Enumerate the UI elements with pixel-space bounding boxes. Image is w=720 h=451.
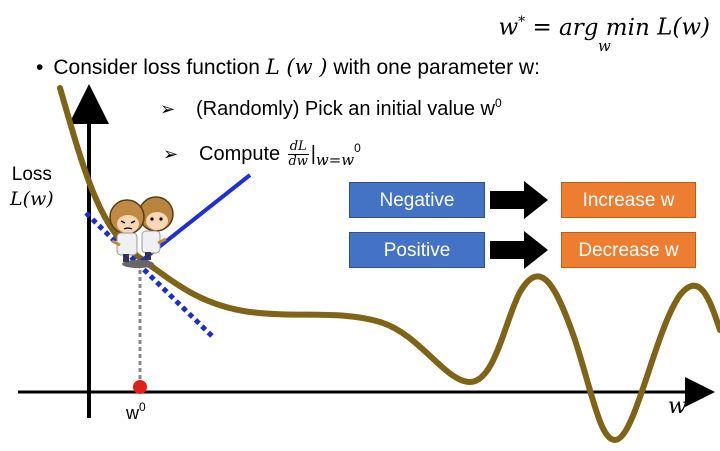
- bullet-statement: • Consider loss function L (w ) with one …: [36, 55, 540, 79]
- argmin-formula: w* = arg min w L(w): [498, 14, 710, 55]
- loss-curve: [57, 85, 720, 444]
- increase-w-box: Increase w: [561, 182, 696, 218]
- twin-character-icon: [109, 196, 174, 268]
- step-compute-gradient: ➢ Compute dL dw |w=w0: [163, 139, 361, 169]
- step-pick-initial: ➢ (Randomly) Pick an initial value w0: [160, 96, 502, 120]
- black-right-arrow-icon: [490, 231, 548, 269]
- y-axis-label: Loss L(w): [10, 164, 54, 210]
- arrow-bullet-icon: ➢: [163, 143, 179, 164]
- decrease-w-box: Decrease w: [561, 232, 696, 268]
- derivative-fraction: dL dw: [287, 139, 309, 169]
- negative-box: Negative: [349, 182, 485, 218]
- tangent-dotted-line: [84, 211, 216, 340]
- black-right-arrow-icon: [490, 181, 548, 219]
- positive-box: Positive: [349, 232, 485, 268]
- x-axis-label: w: [668, 394, 687, 419]
- initial-point: [133, 380, 147, 394]
- initial-point-label: w0: [126, 400, 146, 423]
- arrow-bullet-icon: ➢: [160, 99, 176, 119]
